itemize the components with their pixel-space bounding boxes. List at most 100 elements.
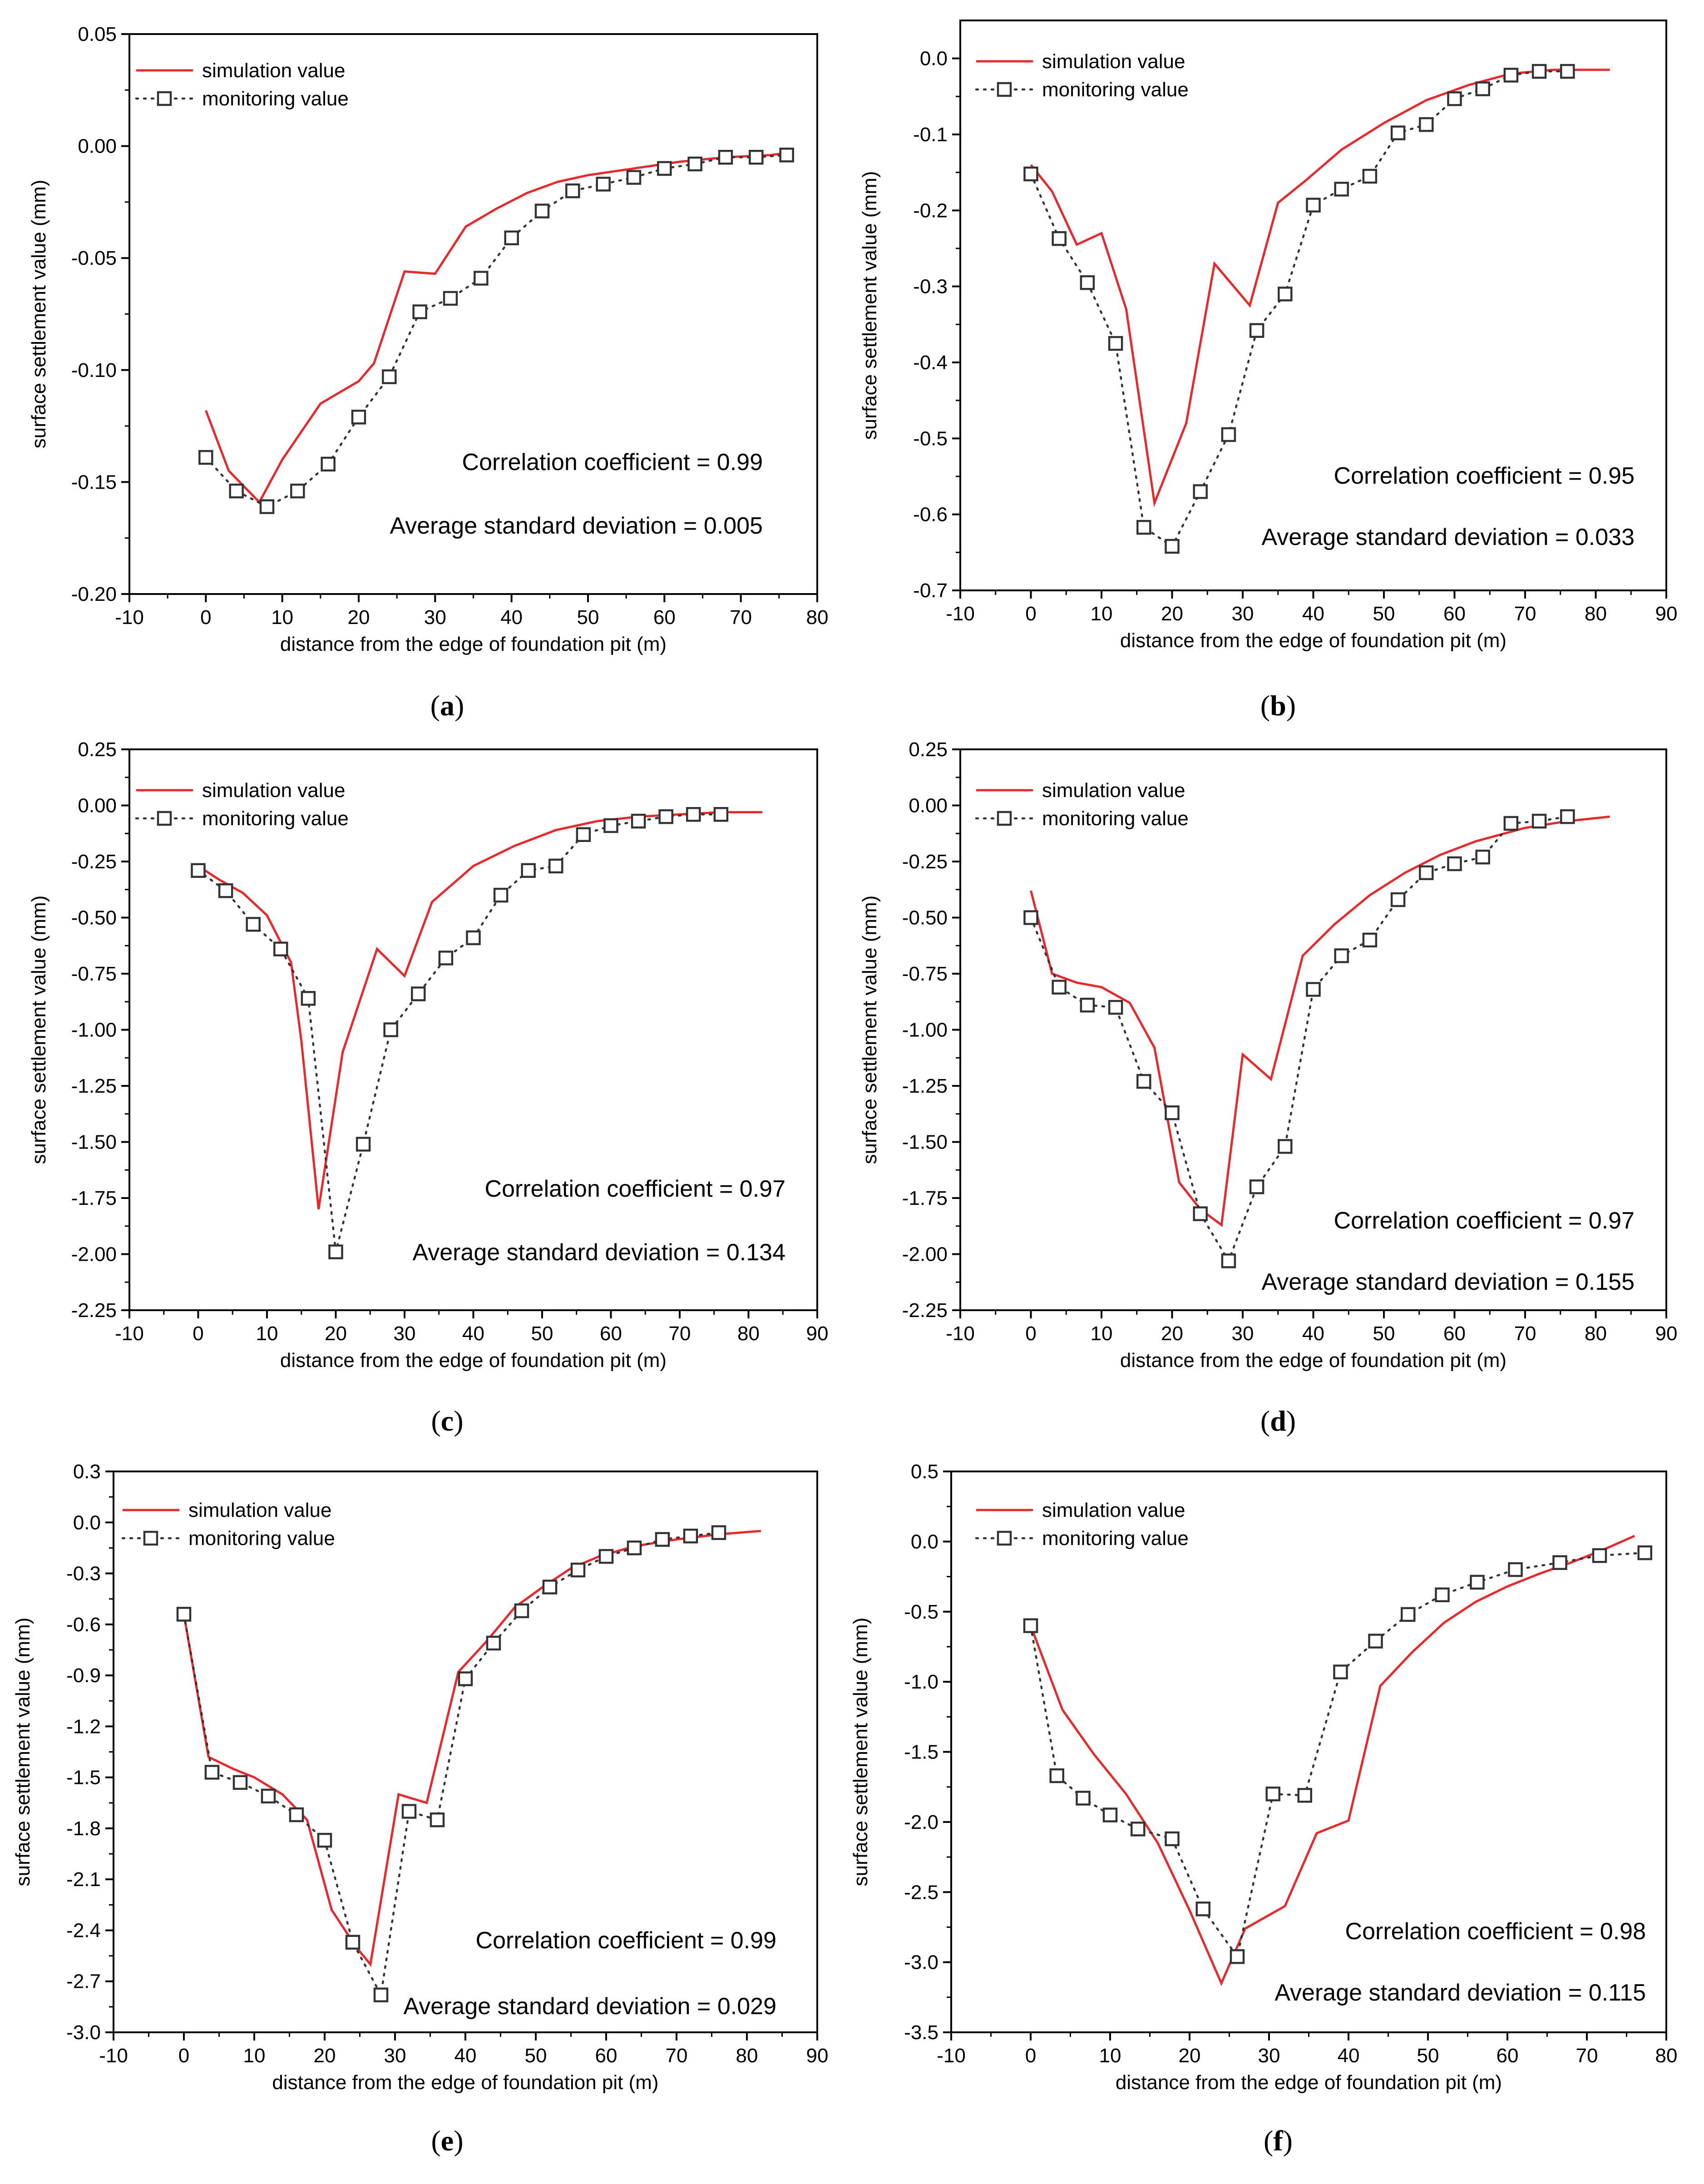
x-tick-label: 80 [1585, 603, 1607, 625]
y-tick-label: -1.25 [902, 1075, 948, 1097]
y-tick-label: -0.6 [913, 504, 948, 526]
y-tick-label: -1.25 [71, 1075, 117, 1097]
legend-simulation-label: simulation value [188, 1499, 332, 1521]
monitoring-point [631, 813, 646, 829]
std-deviation-annotation: Average standard deviation = 0.029 [403, 1993, 776, 2020]
y-tick-label: -0.5 [904, 1601, 938, 1623]
x-tick-label: 40 [454, 2045, 477, 2067]
y-tick-label: -2.25 [71, 1299, 117, 1322]
monitoring-point [1297, 1788, 1312, 1803]
x-tick-label: 40 [1302, 603, 1324, 625]
y-tick-label: 0.00 [909, 795, 948, 817]
monitoring-point [1165, 1105, 1180, 1120]
y-tick-label: 0.00 [78, 795, 117, 817]
simulation-series-line [1030, 69, 1610, 508]
y-tick-label: -1.0 [904, 1671, 938, 1693]
monitoring-point [1221, 1253, 1236, 1268]
y-tick-label: -1.8 [66, 1818, 101, 1840]
monitoring-point [317, 1832, 332, 1848]
x-tick-label: 40 [500, 606, 523, 629]
y-tick-label: -3.0 [66, 2021, 101, 2044]
monitoring-point [1560, 64, 1575, 79]
x-tick-label: 30 [1232, 1322, 1254, 1345]
panel-caption: (d) [1260, 1405, 1296, 1437]
legend-monitoring-label: monitoring value [1042, 79, 1189, 101]
monitoring-series-line [183, 1531, 720, 1998]
monitoring-point [576, 827, 591, 842]
y-tick-label: -1.2 [66, 1715, 101, 1738]
monitoring-point [191, 863, 206, 878]
x-tick-label: 30 [424, 606, 446, 629]
x-tick-label: 70 [1576, 2045, 1598, 2067]
y-tick-label: -0.20 [71, 583, 117, 605]
legend-monitoring-marker [143, 1530, 158, 1546]
x-tick-label: 50 [1417, 2045, 1439, 2067]
legend-simulation-label: simulation value [1042, 779, 1185, 802]
monitoring-point [1508, 1562, 1523, 1577]
simulation-series-line [198, 811, 762, 1210]
y-tick-label: -0.50 [902, 907, 948, 929]
correlation-annotation: Correlation coefficient = 0.95 [1334, 463, 1635, 489]
x-tick-label: 60 [1443, 603, 1466, 625]
y-tick-label: 0.0 [73, 1511, 101, 1534]
y-tick-label: -2.1 [66, 1868, 101, 1891]
x-axis-label: distance from the edge of foundation pit… [1120, 629, 1506, 652]
y-tick-label: -1.5 [904, 1741, 938, 1763]
monitoring-point [430, 1812, 445, 1827]
legend-simulation-label: simulation value [202, 59, 346, 82]
monitoring-point [1560, 809, 1575, 824]
x-tick-label: -10 [946, 1322, 975, 1345]
monitoring-point [598, 1549, 614, 1564]
legend: simulation value monitoring value [975, 50, 1189, 101]
monitoring-point [1136, 520, 1151, 535]
x-tick-label: 80 [1585, 1322, 1607, 1345]
correlation-annotation: Correlation coefficient = 0.99 [476, 1927, 776, 1954]
monitoring-point [1333, 1664, 1348, 1679]
legend: simulation value monitoring value [135, 59, 349, 110]
legend-monitoring-label: monitoring value [202, 807, 349, 830]
x-tick-label: 70 [730, 606, 752, 629]
x-tick-label: -10 [99, 2045, 128, 2067]
monitoring-point [198, 450, 213, 465]
y-tick-label: -0.3 [66, 1563, 101, 1585]
legend: simulation value monitoring value [135, 779, 349, 830]
monitoring-point [273, 941, 288, 956]
monitoring-series-line [1029, 1551, 1646, 1959]
monitoring-point [232, 1775, 248, 1790]
y-tick-label: -0.05 [71, 247, 117, 269]
y-axis-label: surface settlement value (mm) [850, 1618, 872, 1887]
x-tick-label: 90 [1655, 603, 1678, 625]
monitoring-point [1390, 892, 1406, 907]
monitoring-point [713, 807, 729, 822]
monitoring-point [504, 230, 519, 246]
x-tick-label: 0 [178, 2045, 189, 2067]
chart-panel-f: -10 0 10 20 30 40 50 60 70 80 0.5 0.0 -0.5 -1.0 -1.5 -2… [850, 1461, 1677, 2157]
monitoring-point [1052, 231, 1067, 246]
x-axis-label: distance from the edge of foundation pit… [1120, 1349, 1506, 1372]
x-tick-label: 40 [1302, 1322, 1324, 1345]
x-tick-label: 10 [1099, 2045, 1121, 2067]
x-tick-label: 50 [1373, 603, 1395, 625]
std-deviation-annotation: Average standard deviation = 0.134 [412, 1239, 785, 1266]
legend-monitoring-label: monitoring value [1042, 1527, 1189, 1550]
x-tick-label: 30 [1232, 603, 1254, 625]
simulation-series-line [183, 1530, 761, 1967]
monitoring-point [1230, 1949, 1245, 1964]
monitoring-point [1023, 910, 1038, 925]
legend-monitoring-marker [157, 811, 172, 826]
simulation-series-line [1029, 1535, 1635, 1986]
x-tick-label: 80 [806, 606, 829, 629]
monitoring-series-line [1030, 815, 1569, 1263]
x-tick-label: 70 [1514, 603, 1536, 625]
monitoring-point [779, 148, 794, 163]
x-tick-label: 30 [384, 2045, 406, 2067]
monitoring-point [570, 1562, 586, 1578]
monitoring-point [1475, 849, 1490, 865]
monitoring-point [1306, 198, 1321, 213]
monitoring-point [289, 1807, 304, 1822]
x-tick-label: 50 [525, 2045, 547, 2067]
x-tick-label: 90 [1655, 1322, 1678, 1345]
monitoring-point [458, 1671, 473, 1686]
monitoring-point [1193, 484, 1208, 499]
